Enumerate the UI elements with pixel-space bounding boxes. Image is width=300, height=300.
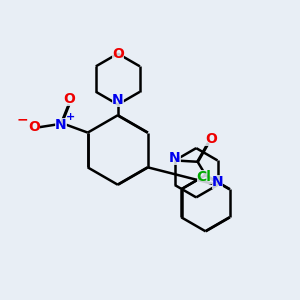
Text: N: N <box>112 94 124 107</box>
Text: O: O <box>112 46 124 61</box>
Text: O: O <box>28 120 40 134</box>
Text: N: N <box>55 118 67 132</box>
Text: N: N <box>169 151 181 165</box>
Text: +: + <box>66 112 75 122</box>
Text: −: − <box>16 112 28 126</box>
Text: O: O <box>63 92 75 106</box>
Text: O: O <box>205 132 217 146</box>
Text: Cl: Cl <box>196 170 211 184</box>
Text: N: N <box>212 176 223 189</box>
